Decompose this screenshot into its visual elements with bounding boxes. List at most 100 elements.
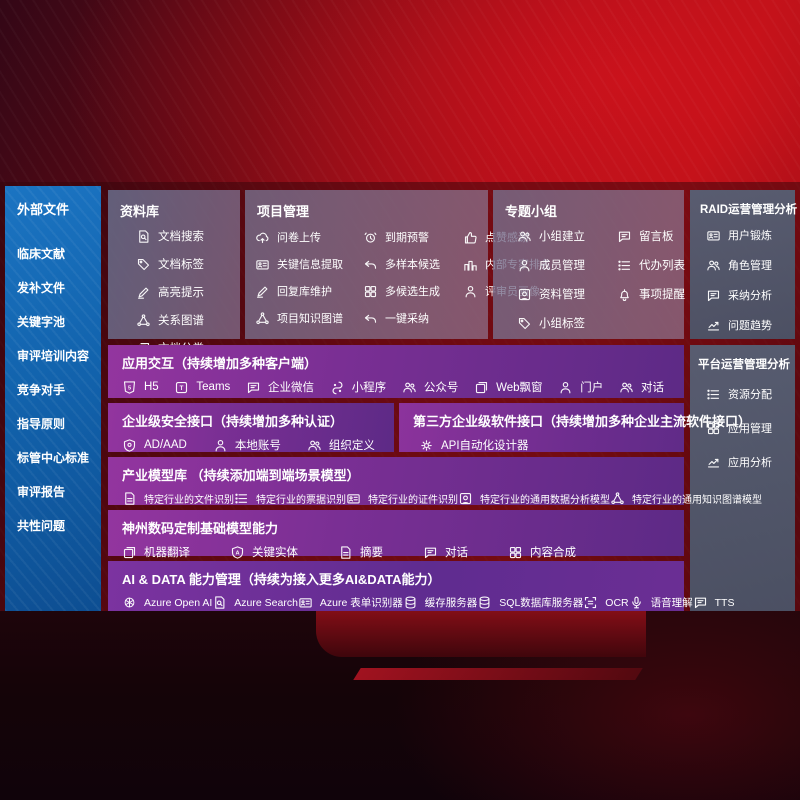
qa-chat-icon (706, 288, 721, 303)
resource-allocation-item[interactable]: 资源分配 (706, 386, 795, 402)
cache-server-item[interactable]: 缓存服务器 (403, 595, 477, 610)
app-mgmt-item[interactable]: 应用管理 (706, 420, 795, 436)
miniprogram-item[interactable]: 小程序 (330, 379, 386, 395)
user-training-item[interactable]: 用户锻炼 (706, 227, 795, 243)
sidebar-item-guidelines[interactable]: 指导原则 (17, 417, 66, 431)
sidebar-item-supplement-files[interactable]: 发补文件 (17, 281, 66, 295)
base-model-panel: 神州数码定制基础模型能力 机器翻译 关键实体 摘要 对话 内容合成 (108, 510, 684, 559)
app-interaction-panel: 应用交互（持续增加多种客户端） H5 Teams 企业微信 小程序 公众号 We… (108, 345, 684, 398)
h5-item[interactable]: H5 (122, 380, 159, 395)
wecom-chat-icon (246, 380, 261, 395)
azure-search-item[interactable]: Azure Search (212, 595, 298, 610)
key-entities-item[interactable]: 关键实体 (230, 544, 298, 560)
tts-icon (693, 595, 708, 610)
sidebar-item-review-training[interactable]: 审评培训内容 (17, 349, 90, 363)
panel-title: 神州数码定制基础模型能力 (122, 521, 279, 536)
role-mgmt-item[interactable]: 角色管理 (706, 257, 795, 273)
tag-icon (136, 257, 151, 272)
one-click-adopt-item[interactable]: 一键采纳 (363, 310, 459, 326)
panel-title: 外部文件 (17, 202, 70, 217)
industry-data-analysis-model-item[interactable]: 特定行业的通用数据分析模型 (458, 491, 610, 506)
todo-list-item[interactable]: 代办列表 (617, 257, 685, 273)
receipt-recognize-icon (234, 491, 249, 506)
local-account-icon (213, 438, 228, 453)
todo-list-icon (617, 258, 632, 273)
panel-title: 项目管理 (257, 204, 310, 219)
panel-title: 资料库 (120, 204, 160, 219)
sidebar-item-competitors[interactable]: 竞争对手 (17, 383, 66, 397)
multi-sample-candidate-item[interactable]: 多样本候选 (363, 256, 459, 272)
alarm-icon (363, 230, 378, 245)
material-mgmt-item[interactable]: 资料管理 (517, 286, 617, 302)
chat-icon (423, 545, 438, 560)
industry-id-recognition-item[interactable]: 特定行业的证件识别 (346, 491, 458, 506)
group-tags-item[interactable]: 小组标签 (517, 315, 617, 331)
portal-icon (558, 380, 573, 395)
member-icon (517, 258, 532, 273)
app-analysis-item[interactable]: 应用分析 (706, 454, 795, 470)
survey-upload-item[interactable]: 问卷上传 (255, 229, 359, 245)
local-account-item[interactable]: 本地账号 (213, 437, 281, 453)
miniprogram-icon (330, 380, 345, 395)
speech-understanding-item[interactable]: 语音理解 (629, 595, 693, 610)
teams-item[interactable]: Teams (174, 380, 230, 395)
azure-openai-item[interactable]: Azure Open AI (122, 595, 212, 610)
id-recognize-icon (346, 491, 361, 506)
tts-item[interactable]: TTS (693, 595, 734, 610)
sidebar-item-keyword-pool[interactable]: 关键字池 (17, 315, 66, 329)
doc-search-icon (136, 229, 151, 244)
api-auto-designer-item[interactable]: API自动化设计器 (419, 437, 529, 453)
puzzle-icon (363, 284, 378, 299)
ai-data-panel: AI & DATA 能力管理（持续为接入更多AI&DATA能力） Azure O… (108, 561, 734, 611)
reply-library-maintain-item[interactable]: 回复库维护 (255, 283, 359, 299)
highlight-tip-item[interactable]: 高亮提示 (136, 284, 240, 300)
message-board-item[interactable]: 留言板 (617, 228, 685, 244)
panel-title: 平台运营管理分析 (698, 359, 790, 371)
ad-aad-item[interactable]: AD/AAD (122, 438, 187, 453)
org-definition-item[interactable]: 组织定义 (307, 437, 375, 453)
project-management-panel: 项目管理 问卷上传 到期预警 点赞感谢 关键信息提取 多样本候选 内部专家排名 … (245, 190, 551, 339)
dialogue-item[interactable]: 对话 (423, 544, 468, 560)
sidebar-item-common-issues[interactable]: 共性问题 (17, 519, 66, 533)
dialog-item[interactable]: 对话 (619, 379, 664, 395)
key-info-extract-item[interactable]: 关键信息提取 (255, 256, 359, 272)
summary-item[interactable]: 摘要 (338, 544, 383, 560)
sidebar-item-clinical-literature[interactable]: 临床文献 (17, 247, 66, 261)
due-alert-item[interactable]: 到期预警 (363, 229, 459, 245)
industry-knowledge-graph-model-item[interactable]: 特定行业的通用知识图谱模型 (610, 491, 762, 506)
doc-tags-item[interactable]: 文档标签 (136, 256, 240, 272)
member-mgmt-item[interactable]: 成员管理 (517, 257, 617, 273)
azure-form-recognizer-item[interactable]: Azure 表单识别器 (298, 595, 403, 610)
project-knowledge-graph-item[interactable]: 项目知识图谱 (255, 310, 359, 326)
issue-trend-item[interactable]: 问题趋势 (706, 317, 795, 333)
official-account-item[interactable]: 公众号 (402, 379, 458, 395)
sidebar-item-cde-standards[interactable]: 标管中心标准 (17, 451, 90, 465)
web-popup-item[interactable]: Web飘窗 (474, 379, 543, 395)
portal-item[interactable]: 门户 (558, 379, 603, 395)
panel-title: 企业级安全接口（持续增加多种认证） (122, 414, 344, 429)
wecom-item[interactable]: 企业微信 (246, 379, 314, 395)
speech-icon (629, 595, 644, 610)
entity-badge-icon (230, 545, 245, 560)
relation-graph-item[interactable]: 关系图谱 (136, 312, 240, 328)
id-card-icon (706, 228, 721, 243)
sql-db-icon (477, 595, 492, 610)
multi-candidate-generate-item[interactable]: 多候选生成 (363, 283, 459, 299)
event-reminder-item[interactable]: 事项提醒 (617, 286, 685, 302)
machine-translation-item[interactable]: 机器翻译 (122, 544, 190, 560)
adoption-analysis-item[interactable]: 采纳分析 (706, 287, 795, 303)
group-create-item[interactable]: 小组建立 (517, 228, 617, 244)
sql-db-server-item[interactable]: SQL数据库服务器 (477, 595, 583, 610)
knowledge-graph-icon (255, 311, 270, 326)
content-synthesis-item[interactable]: 内容合成 (508, 544, 576, 560)
bbs-icon (617, 229, 632, 244)
doc-search-item[interactable]: 文档搜索 (136, 228, 240, 244)
industry-receipt-recognition-item[interactable]: 特定行业的票据识别 (234, 491, 346, 506)
cloud-upload-icon (255, 230, 270, 245)
topic-groups-panel: 专题小组 小组建立 留言板 成员管理 代办列表 资料管理 事项提醒 小组标签 (493, 190, 685, 339)
industry-file-recognition-item[interactable]: 特定行业的文件识别 (122, 491, 234, 506)
ocr-item[interactable]: OCR (583, 595, 629, 610)
background-hardware-strip (353, 668, 643, 680)
sidebar-item-review-reports[interactable]: 审评报告 (17, 485, 66, 499)
external-files-panel: 外部文件 临床文献 发补文件 关键字池 审评培训内容 竞争对手 指导原则 标管中… (5, 186, 101, 611)
